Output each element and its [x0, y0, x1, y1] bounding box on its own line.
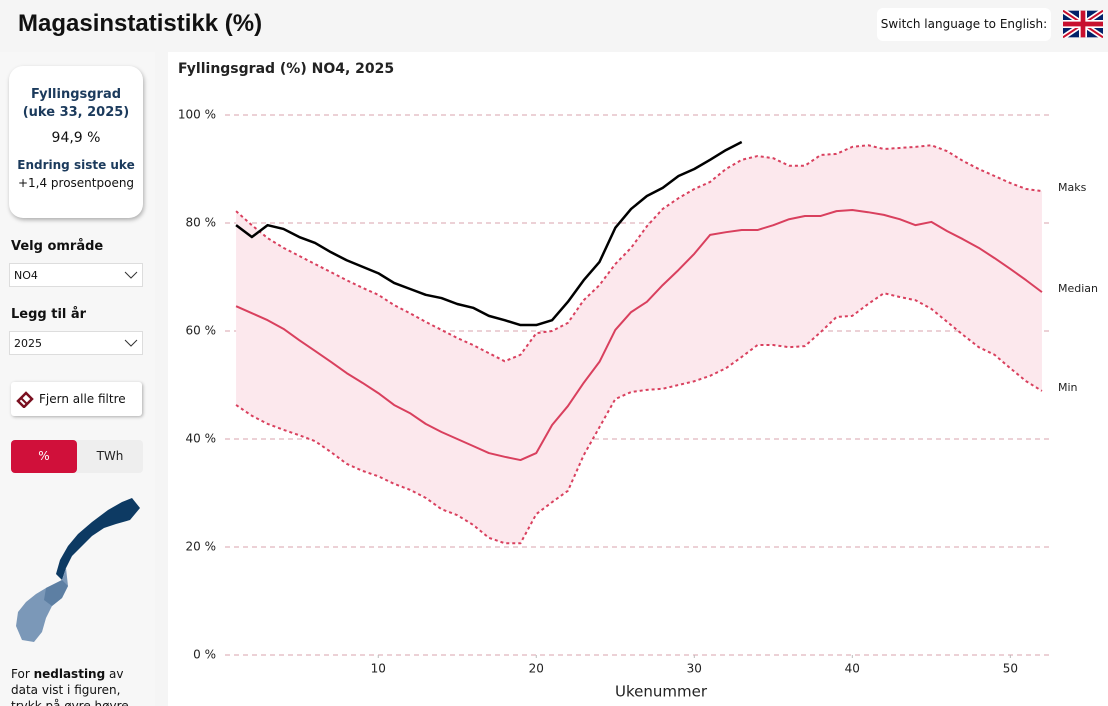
x-axis-label: Ukenummer	[615, 683, 708, 701]
x-tick-label: 40	[845, 662, 860, 676]
language-button[interactable]: Switch language to English:	[877, 8, 1051, 41]
kpi-title: Fyllingsgrad (uke 33, 2025)	[22, 87, 130, 120]
y-tick-label: 20 %	[186, 540, 217, 554]
x-tick-label: 50	[1003, 662, 1018, 676]
unit-toggle: % TWh	[11, 440, 143, 473]
x-tick-label: 20	[529, 662, 544, 676]
kpi-change-label: Endring siste uke	[17, 158, 135, 172]
y-tick-label: 60 %	[186, 324, 217, 338]
note-text: For	[11, 667, 34, 681]
norway-map	[16, 498, 140, 642]
download-note: For nedlasting av data vist i figuren, t…	[11, 666, 145, 706]
chart: Fyllingsgrad (%) NO4, 2025 Ukenummer 0 %…	[168, 52, 1108, 706]
eraser-icon	[16, 391, 34, 408]
y-tick-label: 100 %	[178, 108, 216, 122]
series-label: Median	[1058, 282, 1098, 295]
clear-filters-button[interactable]: Fjern alle filtre	[11, 382, 142, 416]
series-line	[235, 140, 743, 327]
unit-option[interactable]: TWh	[96, 449, 124, 463]
y-tick-label: 80 %	[186, 216, 217, 230]
year-value: 2025	[14, 337, 42, 350]
series-line	[235, 292, 1043, 545]
x-tick-label: 10	[371, 662, 386, 676]
y-tick-label: 40 %	[186, 432, 217, 446]
chart-title: Fyllingsgrad (%) NO4, 2025	[178, 61, 394, 77]
kpi-value: 94,9 %	[51, 130, 101, 146]
page-title: Magasinstatistikk (%)	[18, 10, 263, 37]
chevron	[124, 271, 138, 279]
kpi-change-value: +1,4 prosentpoeng	[17, 176, 135, 190]
series-label: Min	[1058, 381, 1078, 394]
y-tick-label: 0 %	[193, 648, 216, 662]
note-bold: nedlasting	[33, 667, 106, 681]
year-label: Legg til år	[11, 307, 87, 322]
uk-flag[interactable]	[1063, 10, 1103, 38]
clear-filters-label: Fjern alle filtre	[39, 392, 126, 406]
area-dropdown[interactable]: NO4	[9, 263, 143, 287]
note-text: av data vist i figuren, trykk på øvre hø…	[11, 667, 129, 706]
series-line	[235, 209, 1043, 462]
area-value: NO4	[14, 269, 38, 282]
area-label: Velg område	[11, 239, 104, 254]
series-line	[235, 144, 1043, 363]
range-band	[236, 145, 1042, 544]
unit-option[interactable]: %	[11, 440, 77, 473]
kpi-card: Fyllingsgrad (uke 33, 2025) 94,9 % Endri…	[9, 66, 143, 218]
chevron	[124, 339, 138, 347]
x-tick-label: 30	[687, 662, 702, 676]
series-label: Maks	[1058, 181, 1087, 194]
year-dropdown[interactable]: 2025	[9, 331, 143, 355]
